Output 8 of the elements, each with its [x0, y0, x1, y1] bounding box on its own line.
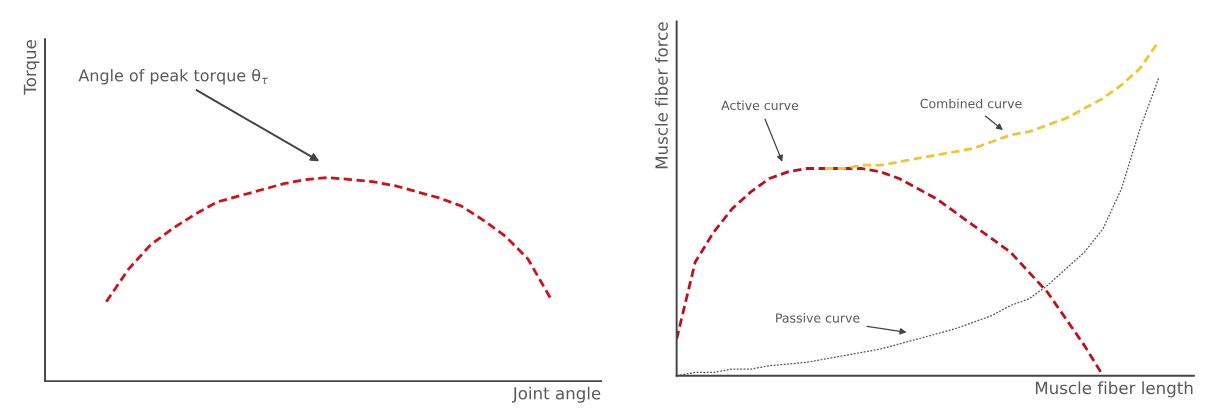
x-axis-title: Joint angle	[511, 386, 601, 403]
y-axis-title: Torque	[23, 40, 40, 95]
text: Active curve	[721, 100, 799, 111]
y-axis-title: Muscle fiber force	[654, 22, 668, 169]
text: Passive curve	[776, 313, 860, 323]
text: Angle of peak torque θ$_{τ}$	[78, 68, 268, 85]
x-axis-title: Muscle fiber length	[1035, 381, 1193, 398]
series-label: Combined curve	[920, 98, 1022, 109]
